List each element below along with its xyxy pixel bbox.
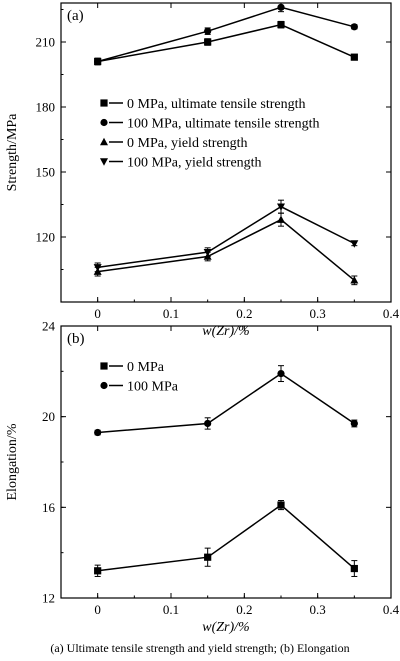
data-point xyxy=(277,370,285,378)
y-tick-label: 16 xyxy=(42,500,56,515)
legend-marker xyxy=(100,118,108,127)
legend-entry: 0 MPa, yield strength xyxy=(100,136,248,151)
y-axis-label: Elongation/% xyxy=(5,423,20,500)
panel-label: (a) xyxy=(67,8,84,24)
legend-entry: 100 MPa xyxy=(100,380,179,395)
y-tick-label: 210 xyxy=(36,35,56,50)
data-point xyxy=(350,53,358,61)
legend-marker xyxy=(100,99,108,107)
legend-marker xyxy=(100,381,108,390)
series-1 xyxy=(94,500,358,577)
data-point xyxy=(277,501,285,509)
y-tick-label: 150 xyxy=(36,165,56,180)
data-point xyxy=(93,264,102,272)
series-line xyxy=(97,504,355,572)
series-line xyxy=(97,372,355,434)
x-axis-label: w(Zr)/% xyxy=(202,620,249,635)
chart-panel-b: 0 0.1 0.2 0.3 0.4 12 16 20 24 w(Zr)/% Elongation/%… xyxy=(5,319,400,636)
x-tick-label: 0 xyxy=(94,306,101,321)
series-line xyxy=(97,6,355,63)
y-tick-label: 120 xyxy=(36,230,56,245)
series-2 xyxy=(94,365,358,437)
data-point xyxy=(94,428,102,437)
x-tick-label: 0.2 xyxy=(236,602,252,617)
x-tick-label: 0.3 xyxy=(310,306,326,321)
x-tick-label: 0.3 xyxy=(310,602,326,617)
data-point xyxy=(350,564,358,573)
legend-marker xyxy=(100,158,108,166)
data-point xyxy=(203,248,212,257)
legend-marker xyxy=(100,137,108,146)
data-point xyxy=(277,215,285,223)
series-4 xyxy=(93,199,359,273)
figure-caption: (a) Ultimate tensile strength and yield … xyxy=(50,641,349,655)
series-1 xyxy=(94,20,358,66)
data-point xyxy=(350,419,358,428)
legend-entry: 100 MPa, ultimate tensile strength xyxy=(100,117,319,132)
data-point xyxy=(350,23,358,31)
x-tick-label: 0.4 xyxy=(383,306,400,321)
legend-label: 0 MPa, ultimate tensile strength xyxy=(127,97,305,112)
data-point xyxy=(204,553,212,561)
x-tick-label: 0.4 xyxy=(383,602,400,617)
legend-label: 100 MPa, yield strength xyxy=(127,156,262,171)
y-tick-label: 180 xyxy=(36,100,56,115)
data-point xyxy=(204,38,212,46)
x-tick-label: 0.1 xyxy=(163,306,179,321)
data-point xyxy=(350,276,359,284)
x-tick-label: 0 xyxy=(94,602,101,617)
data-point xyxy=(94,567,102,575)
x-tick-label: 0.2 xyxy=(236,306,252,321)
y-tick-label: 12 xyxy=(42,591,55,606)
plot-frame xyxy=(60,2,392,303)
data-point xyxy=(277,3,285,11)
series-line xyxy=(97,205,355,269)
panel-label: (b) xyxy=(67,331,85,347)
data-point xyxy=(204,419,212,428)
legend-label: 100 MPa xyxy=(127,380,179,395)
legend-marker xyxy=(100,362,108,370)
data-point xyxy=(350,240,359,248)
x-axis-label: w(Zr)/% xyxy=(202,324,249,339)
series-2 xyxy=(94,2,358,66)
series-line xyxy=(97,23,355,63)
legend-label: 0 MPa xyxy=(127,360,165,375)
chart-panel-a: 0 0.1 0.2 0.3 0.4 120 150 180 210 w(Zr)/% Strength… xyxy=(5,2,400,339)
data-point xyxy=(204,27,212,35)
data-point xyxy=(277,21,285,29)
series-line xyxy=(97,218,355,281)
y-tick-label: 20 xyxy=(42,409,55,424)
data-point xyxy=(277,203,285,211)
legend-label: 0 MPa, yield strength xyxy=(127,136,248,151)
y-tick-label: 24 xyxy=(42,319,56,334)
legend-entry: 100 MPa, yield strength xyxy=(100,156,262,171)
series-3 xyxy=(93,212,359,286)
legend-label: 100 MPa, ultimate tensile strength xyxy=(127,117,319,132)
legend-entry: 0 MPa, ultimate tensile strength xyxy=(100,97,305,112)
x-tick-label: 0.1 xyxy=(163,602,179,617)
data-point xyxy=(94,57,102,66)
y-axis-label: Strength/MPa xyxy=(5,113,20,192)
legend-entry: 0 MPa xyxy=(100,360,165,375)
